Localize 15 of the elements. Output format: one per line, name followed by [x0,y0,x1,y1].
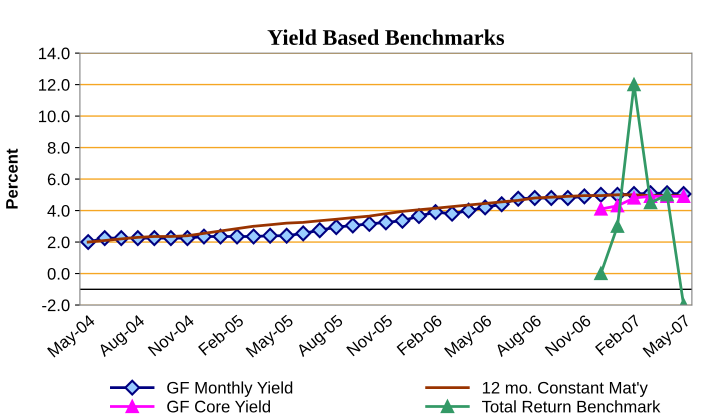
legend-label: GF Monthly Yield [167,381,292,397]
legend-label: Total Return Benchmark [482,400,660,412]
y-tick-label: 8.0 [48,142,70,154]
y-tick-label: 12.0 [39,79,70,91]
y-tick-label: 4.0 [47,204,70,217]
y-tick-label: 2.0 [48,236,70,248]
y-tick-label: 10.0 [39,110,70,122]
y-tick-label: 6.0 [48,173,70,186]
legend-label: GF Core Yield [167,400,270,412]
legend-label: 12 mo. Constant Mat'y [482,382,648,397]
y-tick-label: 0.0 [48,268,70,280]
y-axis-title: Percent [6,148,18,209]
chart-title: Yield Based Benchmarks [268,29,504,46]
y-tick-label: 14.0 [39,48,70,60]
y-tick-label: -2.0 [42,299,70,312]
